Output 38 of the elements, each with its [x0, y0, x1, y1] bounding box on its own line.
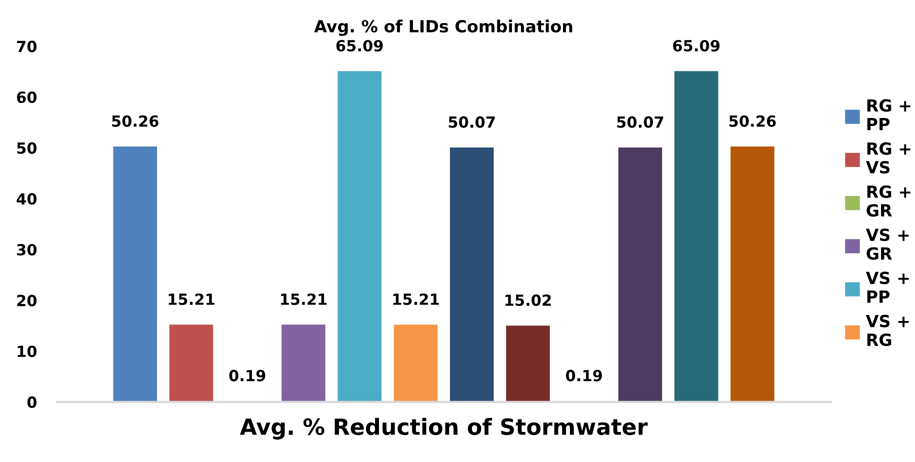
x-axis-title: Avg. % Reduction of Stormwater	[240, 418, 648, 440]
bar	[282, 324, 326, 402]
y-tick-label: 50	[17, 142, 37, 154]
data-label: 65.09	[673, 40, 720, 52]
legend-label: VS + RG	[866, 314, 909, 346]
data-label: 0.19	[229, 370, 266, 382]
legend-label: VS + GR	[866, 228, 909, 260]
data-label: 0.19	[566, 370, 602, 382]
y-tick-label: 10	[18, 346, 37, 358]
legend-label: RG + GR	[866, 185, 910, 217]
data-label: 50.26	[112, 115, 158, 127]
bar	[618, 147, 662, 402]
data-label: 50.07	[448, 116, 495, 128]
bar	[730, 146, 774, 402]
y-tick-label: 30	[17, 244, 37, 256]
data-label: 15.21	[393, 293, 439, 306]
y-tick-label: 40	[16, 193, 37, 205]
bar	[506, 326, 550, 402]
data-label: 15.02	[506, 294, 551, 306]
data-label: 50.26	[729, 115, 776, 127]
legend-label: VS + PP	[866, 272, 909, 303]
bar	[394, 324, 438, 402]
data-label: 15.21	[168, 293, 214, 306]
data-label: 15.21	[281, 293, 327, 306]
data-label: 50.07	[617, 116, 664, 128]
bar	[169, 324, 214, 402]
bar	[113, 146, 157, 402]
y-tick-label: 20	[17, 294, 37, 306]
chart-title: Avg. % of LIDs Combination	[314, 20, 572, 36]
bar	[450, 147, 494, 402]
y-tick-label: 60	[16, 91, 37, 104]
legend-label: RG + PP	[867, 99, 910, 130]
bar	[338, 71, 382, 402]
y-tick-label: 0	[27, 396, 37, 408]
bar	[674, 71, 718, 402]
legend-label: RG + VS	[866, 142, 910, 174]
data-label: 65.09	[336, 40, 383, 52]
y-tick-label: 70	[17, 40, 37, 52]
